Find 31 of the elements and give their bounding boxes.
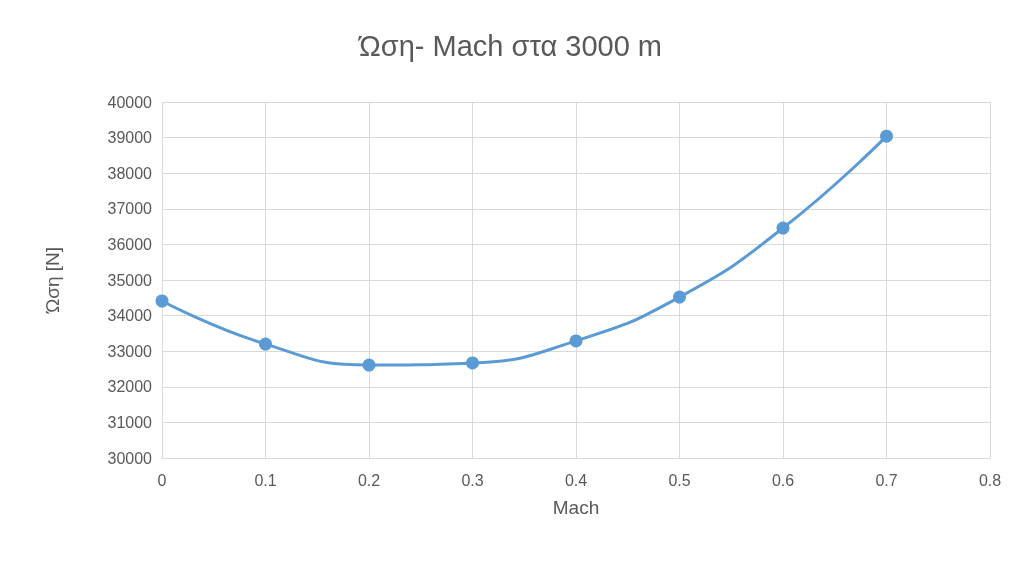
- x-tick-label: 0.5: [668, 471, 691, 489]
- x-tick-label: 0.3: [461, 471, 484, 489]
- y-tick-label: 39000: [107, 129, 153, 147]
- point: [673, 290, 686, 304]
- point: [880, 129, 893, 143]
- x-tick-label: 0.8: [978, 471, 1002, 489]
- point: [466, 356, 479, 370]
- y-tick-label: 31000: [107, 413, 153, 431]
- chart-title: Ώση- Mach στα 3000 m: [357, 29, 663, 62]
- y-tick-label: 34000: [107, 307, 153, 325]
- y-tick-label: 40000: [107, 93, 153, 111]
- y-tick-label: 38000: [107, 164, 153, 182]
- point: [259, 337, 272, 351]
- point: [155, 294, 169, 308]
- point: [569, 334, 583, 348]
- x-axis-title: Mach: [552, 497, 600, 518]
- y-tick-label: 33000: [107, 342, 153, 360]
- x-tick-label: 0.4: [564, 471, 588, 489]
- x-tick-label: 0.2: [357, 471, 381, 489]
- y-tick-label: 35000: [107, 271, 153, 289]
- point: [362, 358, 376, 372]
- x-tick-label: 0.6: [771, 471, 795, 489]
- y-tick-label: 32000: [107, 378, 153, 396]
- y-tick-label: 36000: [107, 235, 153, 253]
- x-tick-label: 0.1: [254, 471, 277, 489]
- x-tick-label: 0.7: [875, 471, 898, 489]
- y-axis-title: Ώση [N]: [42, 246, 63, 315]
- x-tick-label: 0: [157, 471, 167, 489]
- y-tick-label: 37000: [107, 200, 153, 218]
- point: [776, 221, 790, 235]
- y-tick-label: 30000: [107, 449, 153, 467]
